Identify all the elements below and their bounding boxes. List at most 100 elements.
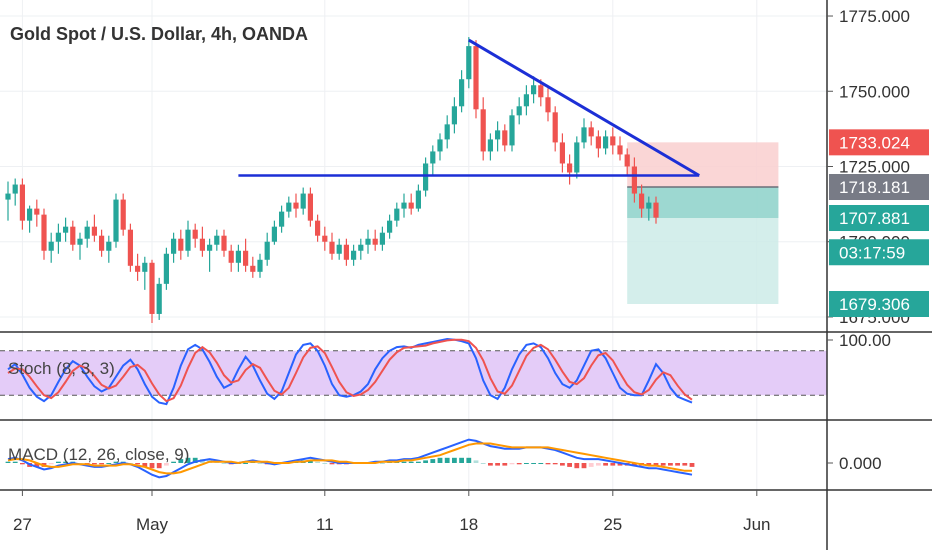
candle bbox=[437, 133, 443, 161]
candle-body bbox=[343, 244, 349, 260]
price-tag-label: 1733.024 bbox=[839, 133, 910, 152]
time-tick-label: 18 bbox=[459, 515, 478, 534]
price-tag: 1679.306 bbox=[829, 290, 929, 317]
candle bbox=[34, 199, 40, 227]
falling-trendline[interactable] bbox=[468, 38, 700, 177]
candle-body bbox=[531, 85, 537, 95]
candle bbox=[113, 193, 119, 248]
candle-body bbox=[322, 235, 328, 242]
time-axis[interactable]: 27 May 11 18 25 Jun bbox=[13, 490, 771, 534]
candle-body bbox=[63, 226, 69, 233]
candle bbox=[156, 277, 162, 320]
trendline-drawings[interactable] bbox=[238, 38, 700, 177]
macd-histogram-bar bbox=[675, 463, 680, 466]
macd-histogram-bar bbox=[257, 463, 263, 464]
candle bbox=[279, 205, 285, 233]
candle bbox=[631, 157, 637, 203]
position-zones bbox=[627, 142, 779, 304]
candle bbox=[127, 223, 133, 272]
candle bbox=[653, 196, 659, 224]
candle bbox=[185, 220, 191, 257]
macd-histogram-bar bbox=[473, 460, 479, 463]
candle bbox=[423, 157, 429, 197]
candle-body bbox=[495, 130, 501, 140]
candle bbox=[228, 244, 234, 272]
candle-body bbox=[610, 136, 616, 146]
candle-body bbox=[487, 139, 493, 152]
price-axis[interactable]: 1775.0001750.0001725.0001700.0001675.000… bbox=[827, 7, 929, 473]
candle bbox=[394, 202, 400, 227]
candle bbox=[379, 226, 385, 251]
macd-histogram-bar bbox=[408, 461, 414, 463]
macd-histogram-bar bbox=[488, 463, 493, 466]
candle bbox=[243, 238, 249, 272]
candle bbox=[135, 253, 141, 281]
candle-body bbox=[365, 238, 371, 245]
candle bbox=[459, 70, 465, 113]
candle bbox=[214, 229, 220, 251]
time-tick-label: Jun bbox=[743, 515, 770, 534]
macd-histogram-bar bbox=[552, 463, 558, 465]
candle-body bbox=[127, 229, 133, 266]
candle bbox=[77, 232, 83, 260]
candle bbox=[343, 238, 349, 266]
candle bbox=[70, 220, 76, 251]
candle-body bbox=[379, 232, 385, 245]
candle-body bbox=[41, 214, 47, 251]
candle-body bbox=[55, 232, 61, 242]
candle-body bbox=[315, 220, 321, 236]
candle-body bbox=[279, 211, 285, 227]
candle-body bbox=[19, 184, 25, 221]
candle bbox=[315, 214, 321, 242]
candle-body bbox=[257, 259, 263, 272]
candle-body bbox=[34, 208, 40, 215]
macd-histogram-bar bbox=[185, 457, 191, 463]
price-tag-bg bbox=[829, 290, 929, 317]
stoch-indicator bbox=[0, 337, 827, 406]
candle bbox=[235, 244, 241, 272]
time-tick-label: 27 bbox=[13, 515, 32, 534]
macd-histogram-bar bbox=[646, 463, 652, 466]
macd-histogram-bar bbox=[5, 461, 11, 463]
candle-body bbox=[466, 46, 472, 80]
candle bbox=[55, 223, 61, 254]
candle bbox=[63, 217, 69, 242]
macd-histogram-bar bbox=[660, 463, 666, 466]
candle-body bbox=[286, 202, 292, 212]
macd-histogram-bar bbox=[509, 463, 515, 465]
macd-histogram-bar bbox=[48, 463, 54, 465]
candle-body bbox=[77, 238, 83, 245]
candle bbox=[271, 220, 277, 245]
candle-body bbox=[271, 226, 277, 242]
candle bbox=[307, 187, 313, 227]
candle-body bbox=[293, 202, 299, 209]
macd-histogram-bar bbox=[92, 463, 97, 465]
candle bbox=[552, 106, 558, 152]
macd-histogram-bar bbox=[480, 463, 486, 464]
candle bbox=[495, 121, 501, 152]
candle bbox=[178, 229, 184, 260]
macd-histogram-bar bbox=[135, 463, 140, 465]
macd-tick-label: 0.000 bbox=[839, 454, 882, 473]
candle bbox=[149, 259, 155, 323]
candle-body bbox=[135, 265, 141, 272]
macd-histogram-bar bbox=[113, 461, 119, 463]
macd-histogram-bar bbox=[401, 461, 407, 463]
candle bbox=[531, 76, 537, 104]
candle-body bbox=[459, 79, 465, 107]
candle-body bbox=[300, 193, 306, 209]
candle-body bbox=[70, 226, 76, 245]
price-tag-label: 03:17:59 bbox=[839, 243, 905, 262]
macd-signal-line bbox=[7, 442, 692, 475]
macd-histogram-bar bbox=[56, 461, 61, 463]
candle-body bbox=[372, 238, 378, 245]
macd-histogram-bar bbox=[617, 463, 623, 466]
candle-body bbox=[221, 235, 227, 251]
macd-histogram-bar bbox=[581, 463, 587, 469]
price-tag: 1718.181 bbox=[829, 174, 929, 201]
candle-body bbox=[192, 229, 198, 239]
candle bbox=[41, 208, 47, 260]
macd-histogram-bar bbox=[502, 463, 508, 466]
candle-body bbox=[559, 142, 565, 164]
